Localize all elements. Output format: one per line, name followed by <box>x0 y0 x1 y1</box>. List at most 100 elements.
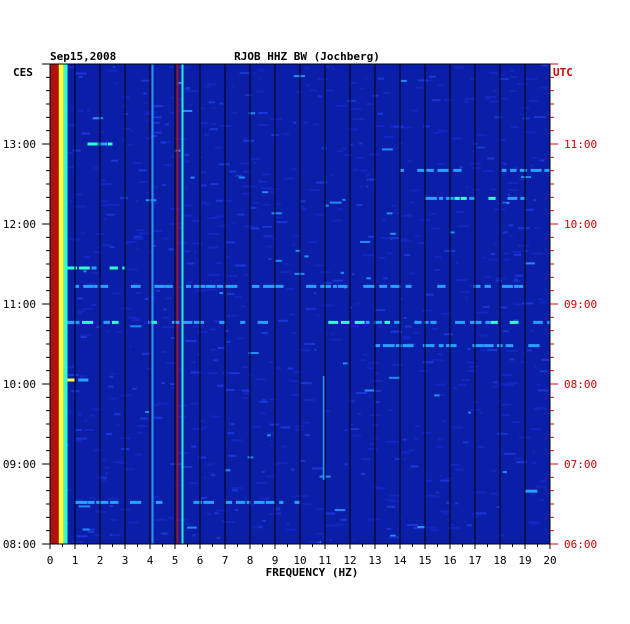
noise-cell <box>208 273 220 276</box>
noise-cell <box>231 487 243 490</box>
noise-cell <box>316 181 328 184</box>
noise-cell <box>336 150 343 153</box>
noise-cell <box>407 213 412 216</box>
noise-cell <box>494 116 503 119</box>
noise-cell <box>517 244 529 247</box>
noise-cell <box>478 334 488 337</box>
noise-cell <box>507 182 519 185</box>
x-tick-label: 2 <box>97 554 104 567</box>
noise-cell <box>82 528 90 531</box>
noise-cell <box>210 183 219 186</box>
noise-cell <box>520 113 524 115</box>
noise-cell <box>352 118 364 121</box>
event-streak <box>510 168 517 172</box>
noise-cell <box>503 452 516 455</box>
noise-cell <box>319 329 322 332</box>
noise-cell <box>191 445 197 448</box>
noise-cell <box>436 129 444 132</box>
noise-cell <box>375 401 380 404</box>
noise-cell <box>262 519 266 522</box>
noise-cell <box>484 95 497 98</box>
noise-cell <box>351 273 355 276</box>
noise-cell <box>473 516 479 519</box>
noise-cell <box>522 106 530 109</box>
noise-cell <box>108 397 117 400</box>
noise-cell <box>257 124 269 127</box>
noise-cell <box>168 248 175 251</box>
event-streak <box>453 168 462 172</box>
noise-cell <box>292 380 300 383</box>
noise-cell <box>457 225 470 228</box>
noise-cell <box>242 192 251 195</box>
noise-cell <box>162 316 170 319</box>
noise-cell <box>331 219 342 222</box>
event-streak <box>502 284 513 288</box>
noise-cell <box>152 116 162 119</box>
noise-cell <box>522 302 534 305</box>
event-streak <box>78 378 89 382</box>
event-streak <box>424 320 429 324</box>
noise-cell <box>411 109 419 112</box>
noise-cell <box>174 138 187 141</box>
noise-cell <box>391 363 403 366</box>
noise-cell <box>162 326 175 329</box>
spectral-line <box>322 376 325 480</box>
noise-cell <box>144 297 149 300</box>
noise-cell <box>472 167 482 170</box>
noise-cell <box>201 201 208 204</box>
noise-cell <box>459 166 463 169</box>
noise-cell <box>487 157 495 160</box>
noise-cell <box>224 469 231 472</box>
noise-cell <box>524 208 534 211</box>
noise-cell <box>299 459 306 462</box>
noise-cell <box>111 159 119 162</box>
noise-cell <box>102 244 111 247</box>
noise-cell <box>461 379 471 381</box>
noise-cell <box>407 160 413 163</box>
noise-cell <box>76 535 88 538</box>
x-tick-label: 4 <box>147 554 154 567</box>
noise-cell <box>72 364 76 367</box>
noise-cell <box>434 394 440 397</box>
noise-cell <box>406 524 418 526</box>
noise-cell <box>204 85 211 88</box>
event-streak <box>193 320 204 324</box>
noise-cell <box>83 270 87 273</box>
noise-cell <box>68 374 79 376</box>
noise-cell <box>382 148 393 151</box>
noise-cell <box>163 308 167 311</box>
noise-cell <box>302 421 311 424</box>
x-tick-label: 12 <box>343 554 356 567</box>
noise-cell <box>529 522 541 525</box>
noise-cell <box>78 110 84 112</box>
noise-cell <box>302 503 311 506</box>
noise-cell <box>75 437 88 440</box>
event-streak <box>363 284 375 288</box>
noise-cell <box>250 206 257 209</box>
noise-cell <box>124 242 130 245</box>
noise-cell <box>145 119 148 122</box>
event-streak <box>306 284 317 288</box>
noise-cell <box>93 251 103 254</box>
noise-cell <box>455 279 468 282</box>
noise-cell <box>98 476 107 479</box>
noise-cell <box>443 99 453 102</box>
noise-cell <box>514 303 522 306</box>
noise-cell <box>316 314 320 317</box>
noise-cell <box>374 487 385 490</box>
noise-cell <box>430 529 439 532</box>
noise-cell <box>532 156 538 159</box>
event-streak <box>405 284 412 288</box>
noise-cell <box>360 169 368 172</box>
noise-cell <box>382 218 387 221</box>
noise-cell <box>93 449 103 452</box>
event-streak <box>203 500 215 504</box>
noise-cell <box>413 331 420 334</box>
noise-cell <box>516 461 527 464</box>
noise-cell <box>293 121 297 124</box>
noise-cell <box>267 245 273 248</box>
noise-cell <box>220 125 232 127</box>
noise-cell <box>284 177 294 180</box>
event-streak <box>186 284 191 288</box>
noise-cell <box>404 325 412 328</box>
